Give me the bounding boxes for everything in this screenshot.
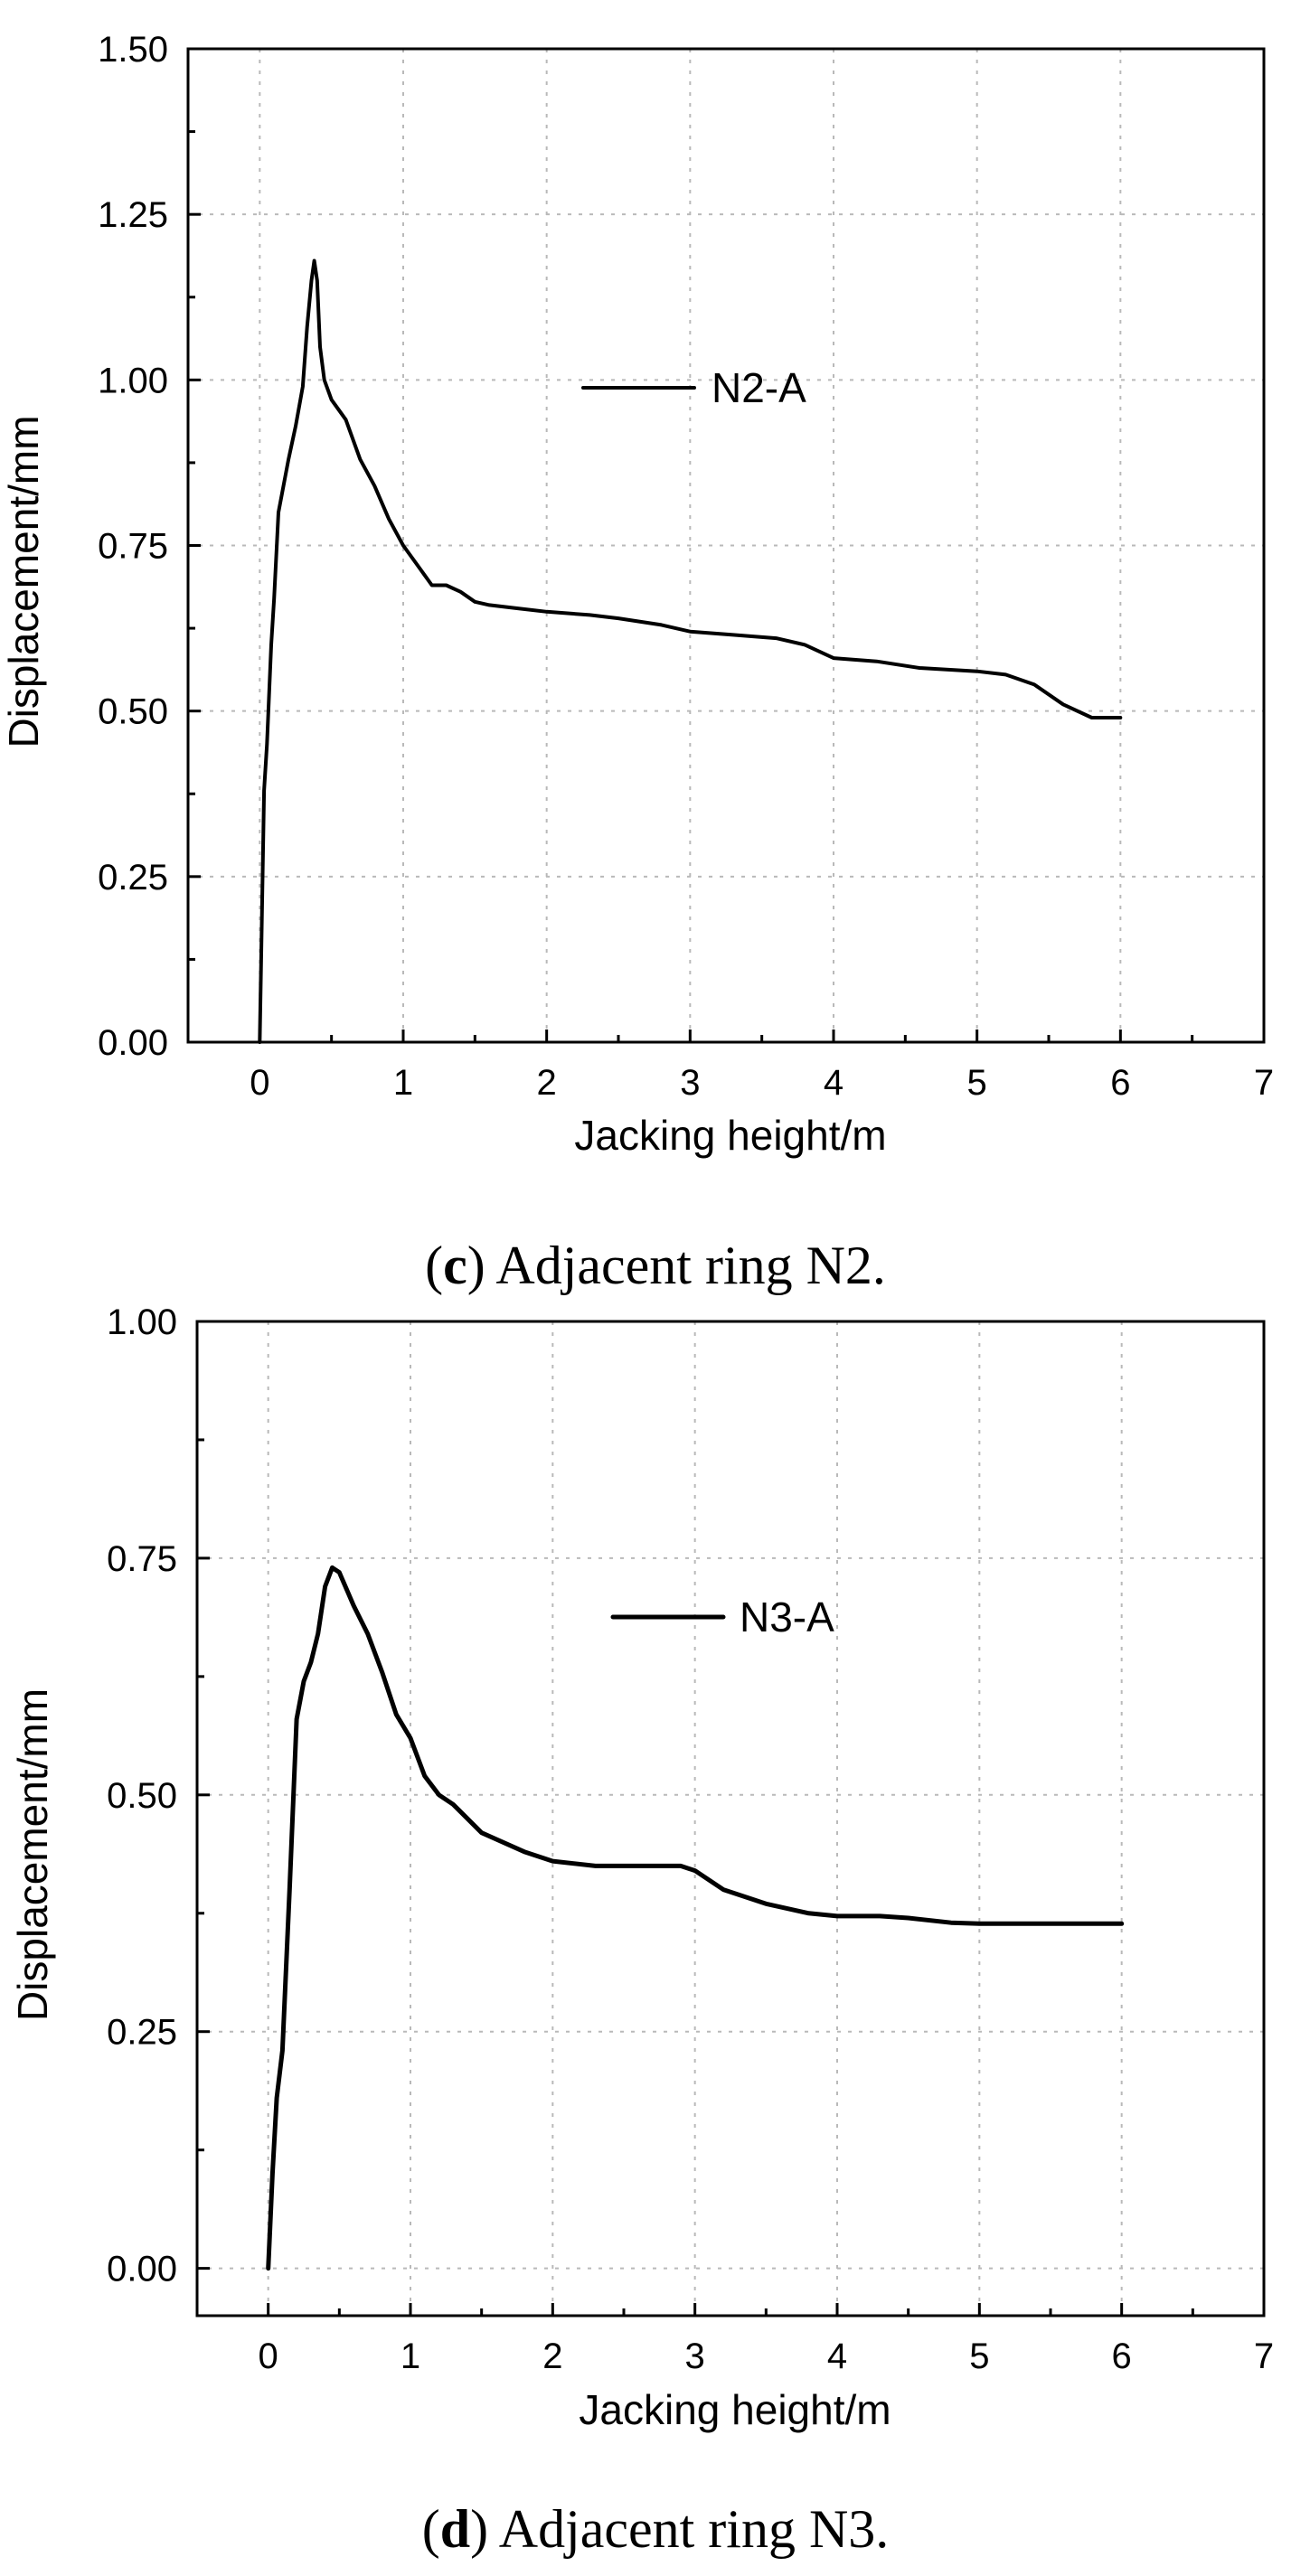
chart-panel-d: 0 1 2 3 4 5 6 7 0.00 0.25 0.50 0.75 1.00 Jacking heig…: [9, 1302, 1274, 2433]
y-tick-label: 0.50: [98, 692, 168, 732]
x-tick-label: 5: [967, 1063, 987, 1103]
caption-d: (d) Adjacent ring N3.: [422, 2499, 890, 2559]
legend-label-N3-A: N3-A: [740, 1594, 834, 1641]
x-axis-label: Jacking height/m: [579, 2386, 891, 2433]
x-tick-label: 2: [542, 2336, 562, 2376]
x-tick-label: 3: [680, 1063, 700, 1103]
x-tick-label: 0: [259, 2336, 278, 2376]
y-axis-label: Displacement/mm: [9, 1688, 56, 2021]
y-tick-label: 0.75: [98, 527, 168, 567]
x-tick-label: 2: [537, 1063, 557, 1103]
y-tick-label: 0.25: [107, 2013, 177, 2053]
y-tick-label: 1.00: [107, 1302, 177, 1342]
y-tick-label: 1.00: [98, 361, 168, 400]
y-tick-label: 0.00: [107, 2250, 177, 2289]
x-tick-label: 7: [1254, 1063, 1274, 1103]
x-tick-label: 1: [393, 1063, 413, 1103]
y-tick-label: 1.50: [98, 30, 168, 70]
chart-panel-c: 0 1 2 3 4 5 6 7 0.00 0.25 0.50 0.75 1.00 1.25 1.50 Jack…: [0, 30, 1274, 1159]
x-tick-label: 1: [401, 2336, 420, 2376]
caption-d-letter: d: [440, 2499, 470, 2559]
y-tick-label: 0.00: [98, 1023, 168, 1063]
caption-c: (c) Adjacent ring N2.: [425, 1236, 886, 1295]
series-line-N2-A: [258, 259, 1123, 1044]
x-axis-label: Jacking height/m: [574, 1112, 886, 1159]
series-line-N3-A: [266, 1565, 1125, 2271]
caption-c-text: Adjacent ring N2.: [485, 1236, 886, 1295]
caption-d-text: Adjacent ring N3.: [488, 2499, 889, 2559]
x-tick-label: 5: [969, 2336, 989, 2376]
y-axis-label: Displacement/mm: [0, 415, 47, 747]
x-tick-label: 4: [827, 2336, 847, 2376]
x-tick-label: 0: [250, 1063, 269, 1103]
x-tick-label: 4: [824, 1063, 843, 1103]
plot-frame: [195, 1320, 1266, 2317]
x-tick-label: 3: [685, 2336, 705, 2376]
y-tick-label: 0.75: [107, 1539, 177, 1579]
y-tick-label: 0.25: [98, 858, 168, 898]
y-tick-label: 0.50: [107, 1776, 177, 1816]
caption-c-letter: c: [443, 1236, 467, 1295]
x-tick-label: 6: [1110, 1063, 1130, 1103]
x-tick-label: 6: [1112, 2336, 1132, 2376]
x-tick-label: 7: [1254, 2336, 1274, 2376]
y-tick-label: 1.25: [98, 195, 168, 235]
legend-label-N2-A: N2-A: [712, 364, 806, 411]
